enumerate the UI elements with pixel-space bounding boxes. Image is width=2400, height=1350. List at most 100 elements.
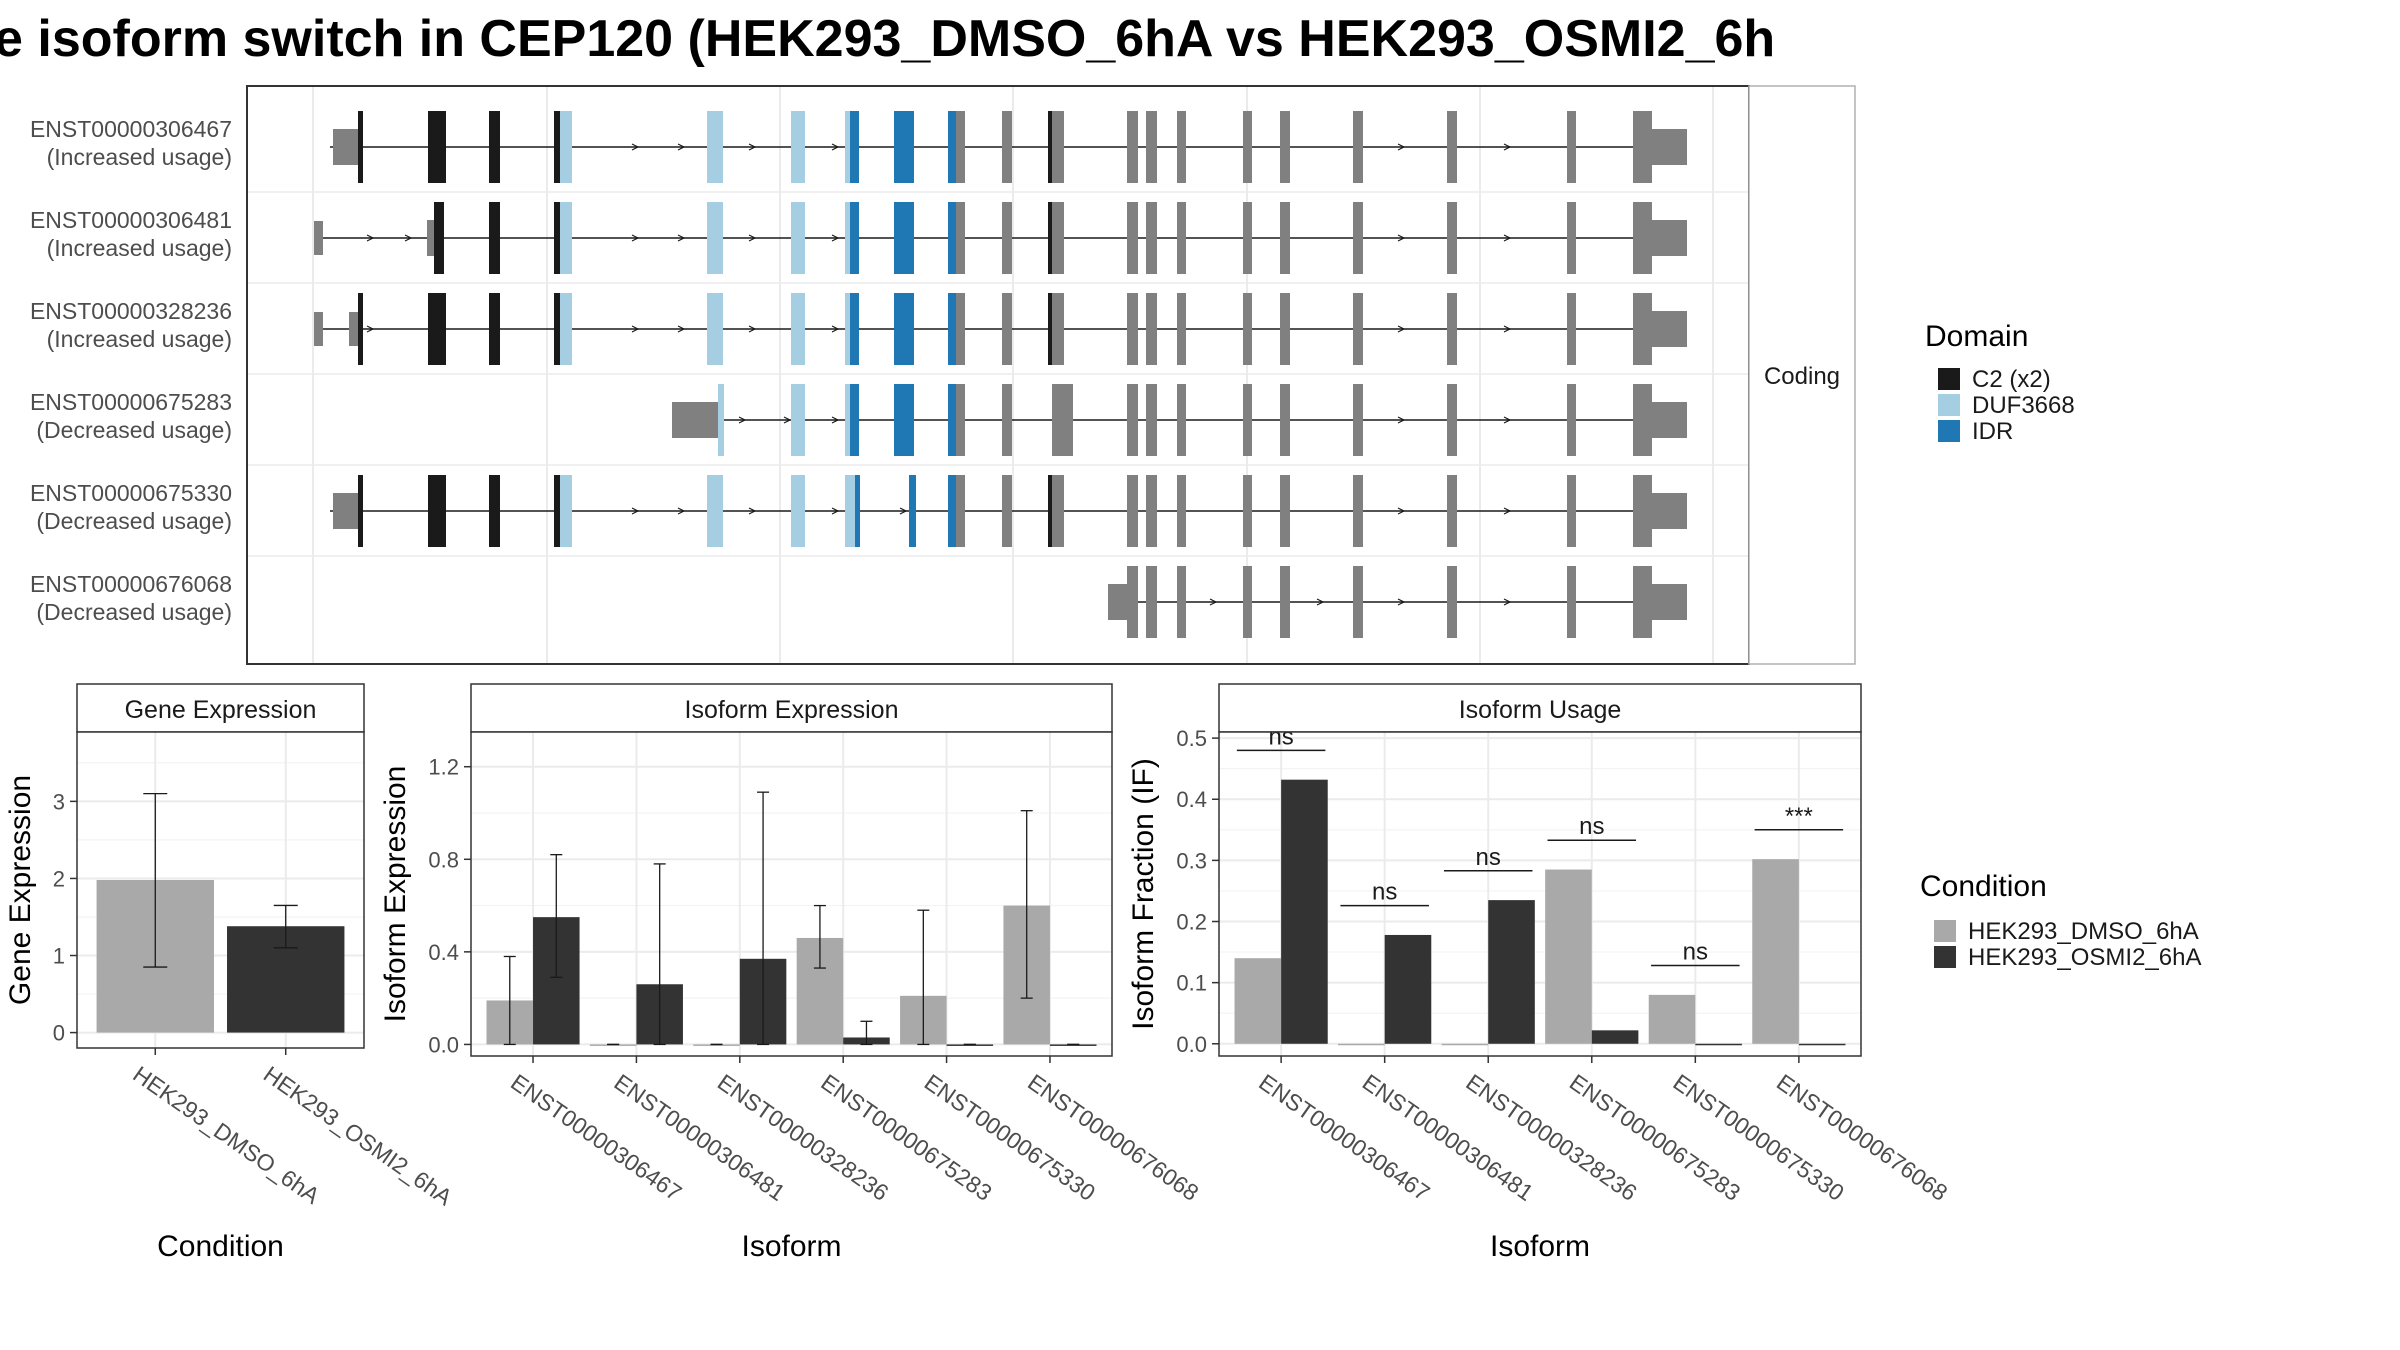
strand-arrow (1316, 598, 1325, 606)
exon-block (1146, 202, 1157, 274)
exon-block (1243, 475, 1252, 547)
domain-legend-swatch (1938, 394, 1960, 416)
domain-legend-swatch (1938, 368, 1960, 390)
strand-arrow (748, 234, 757, 242)
utr-block (1652, 311, 1687, 347)
exon-block (894, 384, 914, 456)
y-tick-label: 0 (53, 1021, 65, 1046)
significance-label: *** (1785, 803, 1813, 830)
exon-block (1146, 475, 1157, 547)
strand-arrow (366, 325, 375, 333)
exon-block (845, 384, 850, 456)
exon-block (1633, 566, 1652, 638)
isoform-usage-label: (Increased usage) (47, 144, 232, 170)
exon-block (845, 293, 850, 365)
structure-panel-border (246, 85, 1750, 665)
domain-legend-label: DUF3668 (1972, 392, 2075, 419)
strand-arrow (1503, 507, 1512, 515)
exon-block (1633, 111, 1652, 183)
strand-arrow (1209, 598, 1218, 606)
isoform-usage-label: (Decreased usage) (36, 599, 232, 625)
condition-legend-label: HEK293_DMSO_6hA (1968, 918, 2199, 945)
bar (1798, 1043, 1846, 1046)
bar (1338, 1043, 1385, 1046)
exon-block (428, 111, 446, 183)
exon-block (434, 202, 444, 274)
exon-block (560, 475, 572, 547)
strand-arrow (631, 234, 640, 242)
exon-block (850, 202, 859, 274)
exon-block (1353, 384, 1363, 456)
exon-block (791, 384, 805, 456)
y-tick-label: 3 (53, 789, 65, 814)
exon-block (1243, 202, 1252, 274)
y-tick-label: 1.2 (428, 755, 459, 780)
exon-block (1127, 566, 1138, 638)
panel-title: Isoform Usage (1459, 696, 1622, 724)
exon-block (1633, 202, 1652, 274)
strand-arrow (1397, 598, 1406, 606)
exon-block (1177, 111, 1186, 183)
exon-block (894, 202, 914, 274)
exon-block (1002, 475, 1012, 547)
panel-title-strip (470, 683, 1113, 733)
significance-label: ns (1579, 813, 1604, 840)
exon-block (1127, 475, 1138, 547)
exon-block (1127, 293, 1138, 365)
x-axis-title: Isoform (1490, 1230, 1590, 1263)
y-tick-label: 0.4 (428, 940, 459, 965)
utr-block (333, 493, 358, 529)
isoform-id-label: ENST00000328236 (30, 298, 232, 324)
domain-legend-label: IDR (1972, 418, 2013, 445)
exon-block (1146, 566, 1157, 638)
strand-arrow (677, 143, 686, 151)
exon-block (1567, 475, 1576, 547)
condition-legend-title: Condition (1920, 870, 2047, 903)
exon-block (956, 475, 965, 547)
exon-block (1243, 111, 1252, 183)
bar (1695, 1043, 1742, 1046)
exon-block (845, 202, 850, 274)
exon-block (850, 111, 859, 183)
y-tick-label: 0.2 (1176, 910, 1207, 935)
exon-block (1447, 566, 1457, 638)
y-tick-label: 0.0 (1176, 1032, 1207, 1057)
utr-block (1652, 584, 1687, 620)
exon-block (1177, 293, 1186, 365)
strand-arrow (899, 507, 908, 515)
strand-arrow (1397, 416, 1406, 424)
strand-arrow (1397, 234, 1406, 242)
y-axis-title: Gene Expression (4, 775, 37, 1005)
significance-label: ns (1683, 939, 1708, 966)
exon-block (1146, 111, 1157, 183)
exon-block (1280, 566, 1290, 638)
significance-label: ns (1372, 879, 1397, 906)
panel-title-strip (1218, 683, 1862, 733)
exon-block (554, 111, 560, 183)
domain-legend-swatch (1938, 420, 1960, 442)
exon-block (909, 475, 916, 547)
utr-block (314, 312, 323, 346)
bar (1488, 900, 1535, 1044)
strand-arrow (748, 143, 757, 151)
bar (1648, 994, 1696, 1044)
structure-gridlines (248, 87, 1748, 663)
exon-block (850, 384, 859, 456)
exon-block (560, 293, 572, 365)
exon-block (956, 111, 965, 183)
strand-arrow (831, 416, 840, 424)
isoform-usage-label: (Increased usage) (47, 235, 232, 261)
condition-legend-label: HEK293_OSMI2_6hA (1968, 944, 2201, 971)
exon-block (1127, 202, 1138, 274)
exon-block (358, 475, 363, 547)
exon-block (358, 111, 363, 183)
y-tick-label: 2 (53, 866, 65, 891)
exon-block (1633, 475, 1652, 547)
exon-block (1052, 111, 1063, 183)
exon-block (791, 293, 805, 365)
exon-block (560, 202, 572, 274)
x-axis-title: Isoform (741, 1230, 841, 1263)
